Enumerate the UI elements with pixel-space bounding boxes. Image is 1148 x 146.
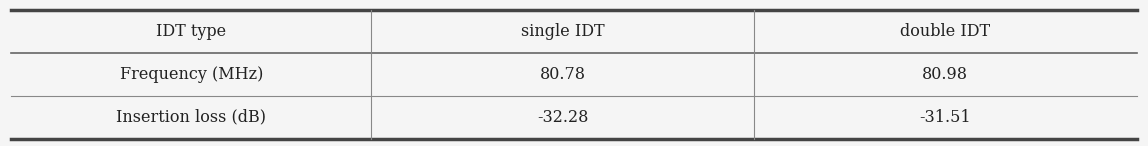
Text: -31.51: -31.51 [920,109,971,126]
Text: double IDT: double IDT [900,23,991,40]
Text: -32.28: -32.28 [537,109,589,126]
Text: Insertion loss (dB): Insertion loss (dB) [116,109,266,126]
Text: single IDT: single IDT [521,23,605,40]
Text: IDT type: IDT type [156,23,226,40]
Text: 80.98: 80.98 [922,66,968,83]
Text: 80.78: 80.78 [540,66,585,83]
Text: Frequency (MHz): Frequency (MHz) [119,66,263,83]
